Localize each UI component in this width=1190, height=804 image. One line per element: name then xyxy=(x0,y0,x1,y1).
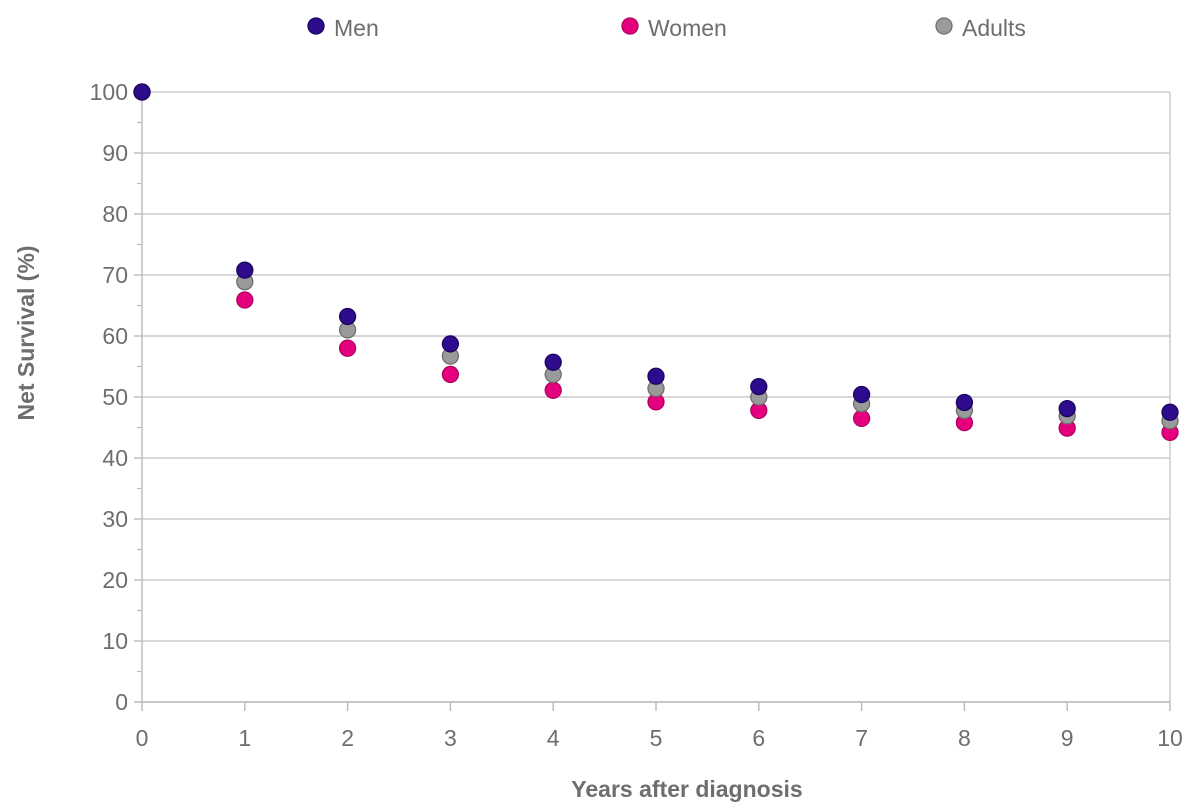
x-tick-label: 5 xyxy=(650,725,663,751)
point-women xyxy=(338,339,357,357)
y-tick-labels: 0 10 20 30 40 50 60 70 80 90 100 xyxy=(90,79,128,715)
x-tick-label: 2 xyxy=(341,725,354,751)
y-axis-title: Net Survival (%) xyxy=(13,245,39,420)
x-tick-labels: 0 1 2 3 4 5 6 7 8 9 10 xyxy=(136,725,1183,751)
legend-label: Adults xyxy=(962,15,1026,41)
y-tick-label: 60 xyxy=(102,323,128,349)
point-men xyxy=(544,353,562,371)
y-tick-label: 30 xyxy=(102,506,128,532)
y-tick-label: 10 xyxy=(102,628,128,654)
y-tick-label: 0 xyxy=(115,689,128,715)
legend-marker xyxy=(621,17,639,35)
point-women xyxy=(852,409,871,428)
point-men xyxy=(852,385,871,404)
point-women xyxy=(236,291,254,309)
data-points xyxy=(133,83,1179,442)
legend-item-men: Men xyxy=(307,15,379,41)
y-tick-label: 40 xyxy=(102,445,128,471)
point-men xyxy=(1058,399,1076,418)
x-tick-label: 10 xyxy=(1157,725,1183,751)
x-tick-label: 3 xyxy=(444,725,457,751)
legend-label: Women xyxy=(648,15,727,41)
y-tick-label: 70 xyxy=(102,262,128,288)
y-tick-label: 80 xyxy=(102,201,128,227)
y-tick-label: 100 xyxy=(90,79,128,105)
x-tick-label: 4 xyxy=(547,725,560,751)
point-men xyxy=(750,377,768,396)
x-tick-label: 6 xyxy=(752,725,765,751)
point-men xyxy=(441,335,460,353)
point-men xyxy=(647,367,665,385)
y-tick-label: 90 xyxy=(102,140,128,166)
y-tick-label: 50 xyxy=(102,384,128,410)
legend-marker xyxy=(307,17,325,35)
legend-marker xyxy=(935,17,953,35)
point-men xyxy=(1161,403,1179,421)
point-men xyxy=(236,261,254,279)
legend: Men Women Adults xyxy=(307,15,1026,41)
point-women xyxy=(441,365,460,384)
x-tick-label: 0 xyxy=(136,725,149,751)
x-tick-label: 9 xyxy=(1061,725,1074,751)
x-tick-label: 8 xyxy=(958,725,971,751)
legend-item-women: Women xyxy=(621,15,727,41)
point-men xyxy=(133,83,151,101)
y-tick-label: 20 xyxy=(102,567,128,593)
legend-label: Men xyxy=(334,15,379,41)
x-tick-label: 1 xyxy=(238,725,251,751)
point-men xyxy=(338,307,357,326)
x-tick-label: 7 xyxy=(855,725,868,751)
point-women xyxy=(544,381,562,399)
x-axis-title: Years after diagnosis xyxy=(571,776,802,802)
legend-item-adults: Adults xyxy=(935,15,1026,41)
point-men xyxy=(955,393,974,412)
axes xyxy=(134,91,1171,711)
